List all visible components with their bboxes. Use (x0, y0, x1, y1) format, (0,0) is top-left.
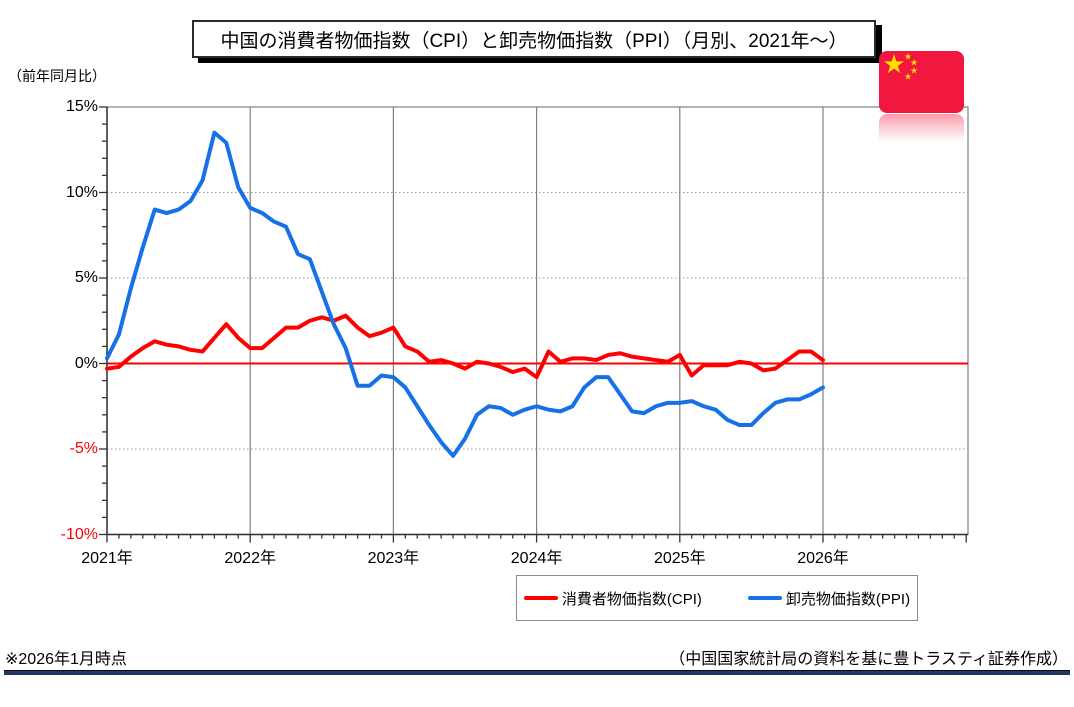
china-flag-image: ★ ★ ★ ★ ★ (879, 51, 964, 113)
legend-label-cpi: 消費者物価指数(CPI) (561, 590, 702, 608)
y-tick-label: 5% (74, 269, 98, 286)
flag-big-star-icon: ★ (882, 148, 906, 178)
x-tick-label: 2025年 (653, 550, 706, 567)
y-tick-label: 15% (65, 98, 98, 115)
y-axis-unit-label: （前年同月比） (8, 68, 106, 84)
ppi-line-swatch-icon (747, 596, 782, 600)
flag-big-star-icon: ★ (882, 49, 906, 79)
flag-small-star-icon: ★ (903, 51, 913, 62)
footer-source-credit: （中国国家統計局の資料を基に豊トラスティ証券作成） (669, 651, 1068, 668)
china-flag: ★ ★ ★ ★ ★ ★ ★ ★ ★ ★ (879, 51, 964, 178)
x-tick-label: 2021年 (81, 550, 133, 567)
x-tick-label: 2024年 (510, 550, 563, 567)
chart-title-text: 中国の消費者物価指数（CPI）と卸売物価指数（PPI）（月別、2021年～） (220, 30, 848, 52)
x-tick-label: 2023年 (367, 550, 420, 567)
y-tick-label: -10% (60, 525, 98, 543)
cpi-line-swatch-icon (523, 596, 558, 600)
flag-small-star-icon: ★ (903, 145, 913, 156)
x-tick-label: 2022年 (224, 550, 276, 567)
legend-label-ppi: 卸売物価指数(PPI) (785, 590, 911, 608)
y-tick-label: -5% (69, 440, 98, 457)
y-tick-label: 10% (65, 183, 98, 201)
x-tick-label: 2026年 (797, 550, 849, 567)
flag-small-star-icon: ★ (903, 71, 913, 82)
chart-title: 中国の消費者物価指数（CPI）と卸売物価指数（PPI）（月別、2021年～） (192, 20, 876, 58)
flag-small-star-icon: ★ (909, 65, 919, 76)
legend-item-cpi: 消費者物価指数(CPI) (523, 588, 702, 609)
china-flag-reflection: ★ ★ ★ ★ ★ (879, 114, 964, 178)
footer-as-of-note: ※2026年1月時点 (5, 651, 127, 668)
footer-divider-rule (4, 670, 1070, 675)
y-tick-label: 0% (74, 354, 98, 372)
flag-small-star-icon: ★ (909, 57, 919, 68)
legend-item-ppi: 卸売物価指数(PPI) (747, 588, 911, 609)
chart-legend: 消費者物価指数(CPI) 卸売物価指数(PPI) (516, 575, 918, 621)
